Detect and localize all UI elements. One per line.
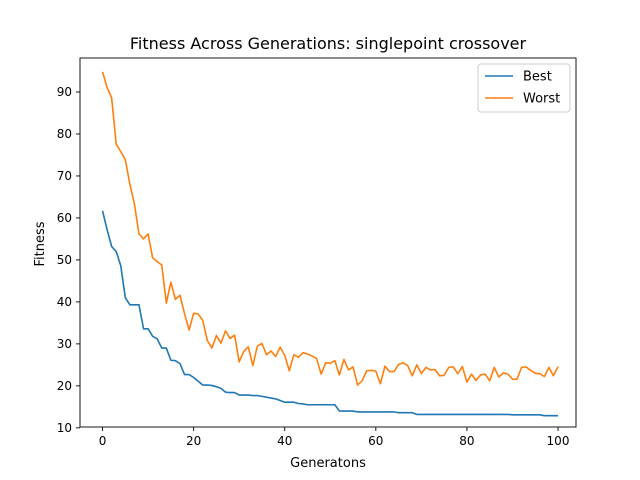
x-tick-label: 40	[277, 434, 292, 448]
x-tick-label: 0	[99, 434, 107, 448]
legend-label-best: Best	[523, 70, 552, 85]
legend: Best Worst	[477, 63, 571, 113]
x-tick-label: 100	[547, 434, 570, 448]
x-tick-label: 20	[186, 434, 201, 448]
y-tick-label: 40	[57, 295, 72, 309]
y-tick-label: 50	[57, 253, 72, 267]
y-tick-label: 70	[57, 169, 72, 183]
y-tick-label: 20	[57, 379, 72, 393]
y-tick-label: 30	[57, 337, 72, 351]
chart-title: Fitness Across Generations: singlepoint …	[130, 34, 527, 53]
y-axis-label: Fitness	[33, 221, 48, 266]
plot-area-frame	[79, 57, 577, 428]
x-tick-label: 60	[368, 434, 383, 448]
y-tick-label: 80	[57, 127, 72, 141]
series-layer	[101, 71, 559, 417]
y-tick-label: 90	[57, 85, 72, 99]
axes-layer: 0 20 40 60 80 100 10 20 30 40 50 60 70 80 90	[57, 57, 577, 448]
x-axis-label: Generatons	[290, 456, 366, 471]
y-tick-label: 10	[57, 421, 72, 435]
y-tick-label: 60	[57, 211, 72, 225]
series-line-best	[101, 210, 559, 417]
x-tick-label: 80	[459, 434, 474, 448]
legend-label-worst: Worst	[523, 92, 560, 107]
series-line-worst	[101, 71, 559, 386]
